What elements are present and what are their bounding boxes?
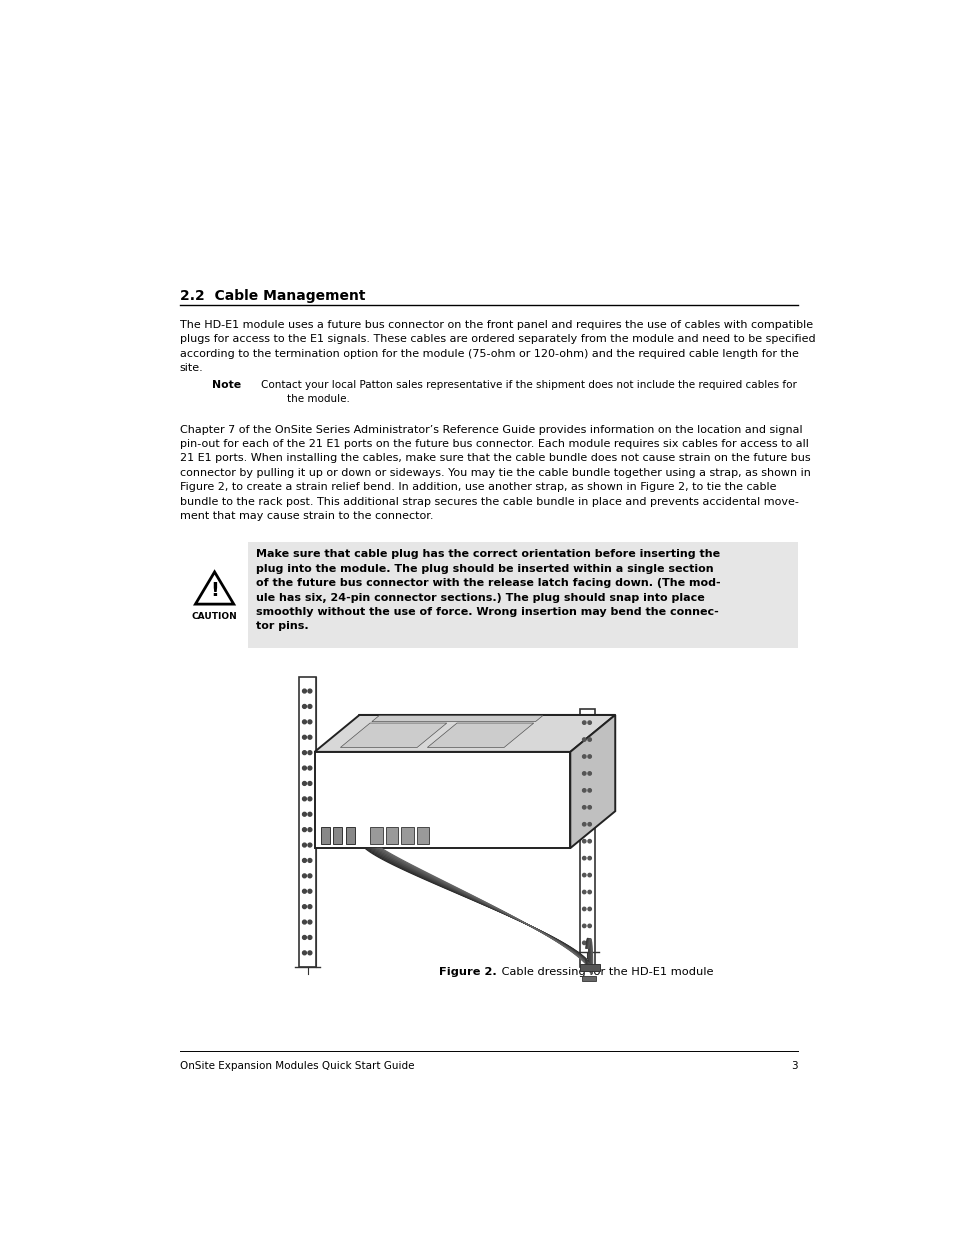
Circle shape (302, 827, 306, 831)
Circle shape (582, 924, 585, 927)
Circle shape (587, 789, 591, 792)
Text: Make sure that cable plug has the correct orientation before inserting the
plug : Make sure that cable plug has the correc… (255, 550, 720, 631)
Text: Chapter 7 of the OnSite Series Administrator’s Reference Guide provides informat: Chapter 7 of the OnSite Series Administr… (179, 425, 810, 521)
Circle shape (582, 908, 585, 910)
Circle shape (582, 789, 585, 792)
Circle shape (587, 941, 591, 945)
Polygon shape (427, 722, 533, 747)
Bar (579, 963, 599, 971)
Circle shape (582, 755, 585, 758)
Bar (579, 709, 595, 967)
Circle shape (302, 704, 306, 709)
Bar (298, 677, 315, 967)
Bar (345, 827, 355, 845)
Bar (581, 976, 596, 981)
FancyBboxPatch shape (248, 542, 798, 648)
Circle shape (302, 920, 306, 924)
Circle shape (302, 720, 306, 724)
Circle shape (308, 844, 312, 847)
Text: OnSite Expansion Modules Quick Start Guide: OnSite Expansion Modules Quick Start Gui… (179, 1061, 414, 1071)
Circle shape (308, 813, 312, 816)
Circle shape (308, 936, 312, 940)
Circle shape (302, 874, 306, 878)
Circle shape (308, 858, 312, 862)
Circle shape (582, 737, 585, 741)
Bar (320, 827, 330, 845)
Circle shape (308, 905, 312, 909)
Circle shape (587, 908, 591, 910)
Circle shape (587, 755, 591, 758)
Circle shape (308, 827, 312, 831)
Circle shape (587, 924, 591, 927)
Text: 3: 3 (791, 1061, 798, 1071)
Polygon shape (314, 715, 615, 752)
Circle shape (587, 890, 591, 894)
Polygon shape (340, 722, 446, 747)
Circle shape (302, 751, 306, 755)
Circle shape (308, 874, 312, 878)
Circle shape (582, 840, 585, 844)
Circle shape (308, 689, 312, 693)
Polygon shape (195, 572, 233, 604)
Circle shape (582, 941, 585, 945)
Circle shape (582, 890, 585, 894)
Text: CAUTION: CAUTION (192, 611, 237, 621)
Circle shape (302, 735, 306, 740)
Circle shape (308, 920, 312, 924)
Circle shape (582, 856, 585, 860)
Circle shape (582, 805, 585, 809)
Circle shape (582, 823, 585, 826)
Circle shape (302, 813, 306, 816)
Circle shape (308, 889, 312, 893)
Circle shape (308, 951, 312, 955)
Bar (385, 827, 397, 845)
Circle shape (308, 751, 312, 755)
Circle shape (308, 704, 312, 709)
Circle shape (308, 797, 312, 800)
Circle shape (302, 936, 306, 940)
Circle shape (587, 840, 591, 844)
Text: 2.2  Cable Management: 2.2 Cable Management (179, 289, 365, 303)
Bar (333, 827, 342, 845)
Circle shape (302, 905, 306, 909)
Bar (314, 752, 570, 848)
Circle shape (587, 721, 591, 724)
Circle shape (302, 844, 306, 847)
Circle shape (308, 766, 312, 769)
Text: Cable dressing for the HD-E1 module: Cable dressing for the HD-E1 module (497, 967, 713, 977)
Circle shape (587, 856, 591, 860)
Circle shape (302, 766, 306, 769)
Text: Figure 2.: Figure 2. (438, 967, 497, 977)
Circle shape (302, 797, 306, 800)
Circle shape (302, 951, 306, 955)
Circle shape (302, 689, 306, 693)
Circle shape (587, 805, 591, 809)
Circle shape (308, 720, 312, 724)
Text: Note: Note (212, 380, 241, 390)
Circle shape (308, 782, 312, 785)
Circle shape (587, 772, 591, 776)
Bar (401, 827, 414, 845)
Polygon shape (372, 715, 542, 721)
Circle shape (308, 735, 312, 740)
Text: !: ! (210, 580, 219, 600)
Circle shape (587, 823, 591, 826)
Polygon shape (570, 715, 615, 848)
Bar (370, 827, 382, 845)
Circle shape (587, 737, 591, 741)
Circle shape (302, 858, 306, 862)
Circle shape (587, 873, 591, 877)
Text: Contact your local Patton sales representative if the shipment does not include : Contact your local Patton sales represen… (261, 380, 796, 404)
Circle shape (582, 721, 585, 724)
Circle shape (582, 873, 585, 877)
Circle shape (302, 889, 306, 893)
Bar (416, 827, 429, 845)
Text: The HD-E1 module uses a future bus connector on the front panel and requires the: The HD-E1 module uses a future bus conne… (179, 320, 815, 373)
Circle shape (582, 772, 585, 776)
Circle shape (302, 782, 306, 785)
